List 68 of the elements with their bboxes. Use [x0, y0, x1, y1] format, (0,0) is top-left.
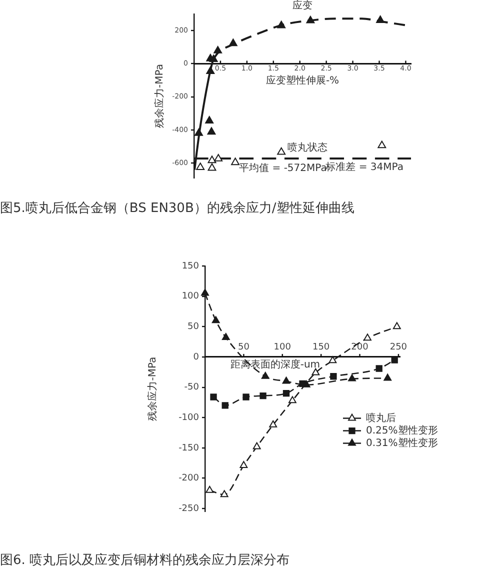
y-tick-label: -200	[178, 474, 200, 484]
y-tick-label: 150	[182, 261, 200, 272]
point	[312, 368, 320, 376]
y-axis-title: 残余应力-MPa	[146, 356, 159, 421]
legend-label: 0.25%塑性变形	[366, 424, 438, 436]
point	[261, 372, 270, 379]
point	[208, 156, 216, 164]
point	[330, 373, 337, 380]
annotation: 标准差 = 34MPa	[324, 160, 404, 173]
point	[201, 288, 209, 296]
point	[208, 163, 216, 171]
point	[306, 16, 315, 24]
y-tick-label: -50	[184, 382, 200, 393]
y-tick-label: 50	[188, 322, 200, 332]
point	[205, 116, 214, 124]
y-tick-label: -100	[178, 412, 200, 423]
point	[206, 66, 215, 74]
x-axis-title: 距离表面的深度-um	[230, 358, 320, 371]
point	[384, 374, 392, 381]
point	[209, 54, 218, 62]
legend-label: 喷丸后	[366, 412, 396, 424]
point	[376, 15, 385, 23]
chart-title: 应变	[292, 0, 312, 12]
point	[277, 147, 286, 155]
point	[260, 392, 266, 400]
point	[196, 162, 205, 170]
point	[231, 158, 240, 166]
point	[376, 365, 382, 372]
point	[240, 461, 248, 468]
point	[194, 128, 203, 136]
point	[269, 420, 278, 428]
point	[207, 127, 216, 135]
point	[252, 442, 261, 450]
x-tick-label: 250	[390, 342, 408, 353]
x-tick-label: 50	[238, 342, 250, 353]
caption: 图6. 喷丸后以及应变后铜材料的残余应力层深分布	[0, 553, 290, 569]
annotation: 喷丸状态	[288, 142, 328, 154]
point	[282, 390, 290, 397]
x-tick-label: 100	[274, 342, 292, 353]
caption: 图5.喷丸后低合金钢（BS EN30B）的残余应力/塑性延伸曲线	[0, 201, 354, 217]
point	[210, 394, 217, 400]
point	[228, 38, 238, 46]
point	[392, 322, 401, 330]
y-axis-title: 残余应力-MPa	[154, 64, 166, 128]
point	[282, 376, 290, 384]
point	[391, 356, 398, 364]
y-tick-label: -250	[178, 504, 200, 514]
point	[214, 46, 222, 54]
point	[277, 20, 286, 28]
point	[212, 316, 220, 324]
point	[222, 333, 230, 340]
y-tick-label: -150	[178, 443, 200, 454]
point	[288, 396, 296, 404]
point	[364, 334, 372, 341]
point	[222, 402, 228, 409]
y-tick-label: 0	[193, 352, 200, 362]
point	[220, 490, 228, 498]
point	[299, 380, 306, 387]
x-axis-title: 应变塑性伸展-%	[266, 74, 340, 86]
legend-label: 0.31%塑性变形	[366, 436, 438, 449]
point	[378, 140, 386, 148]
point	[328, 356, 337, 364]
point	[214, 154, 223, 162]
ref-line-label: 平均值 = -572MPa	[239, 162, 327, 174]
y-tick-label: 100	[182, 292, 200, 302]
x-tick-label: 150	[312, 342, 330, 353]
point	[242, 394, 250, 400]
point	[348, 374, 356, 382]
